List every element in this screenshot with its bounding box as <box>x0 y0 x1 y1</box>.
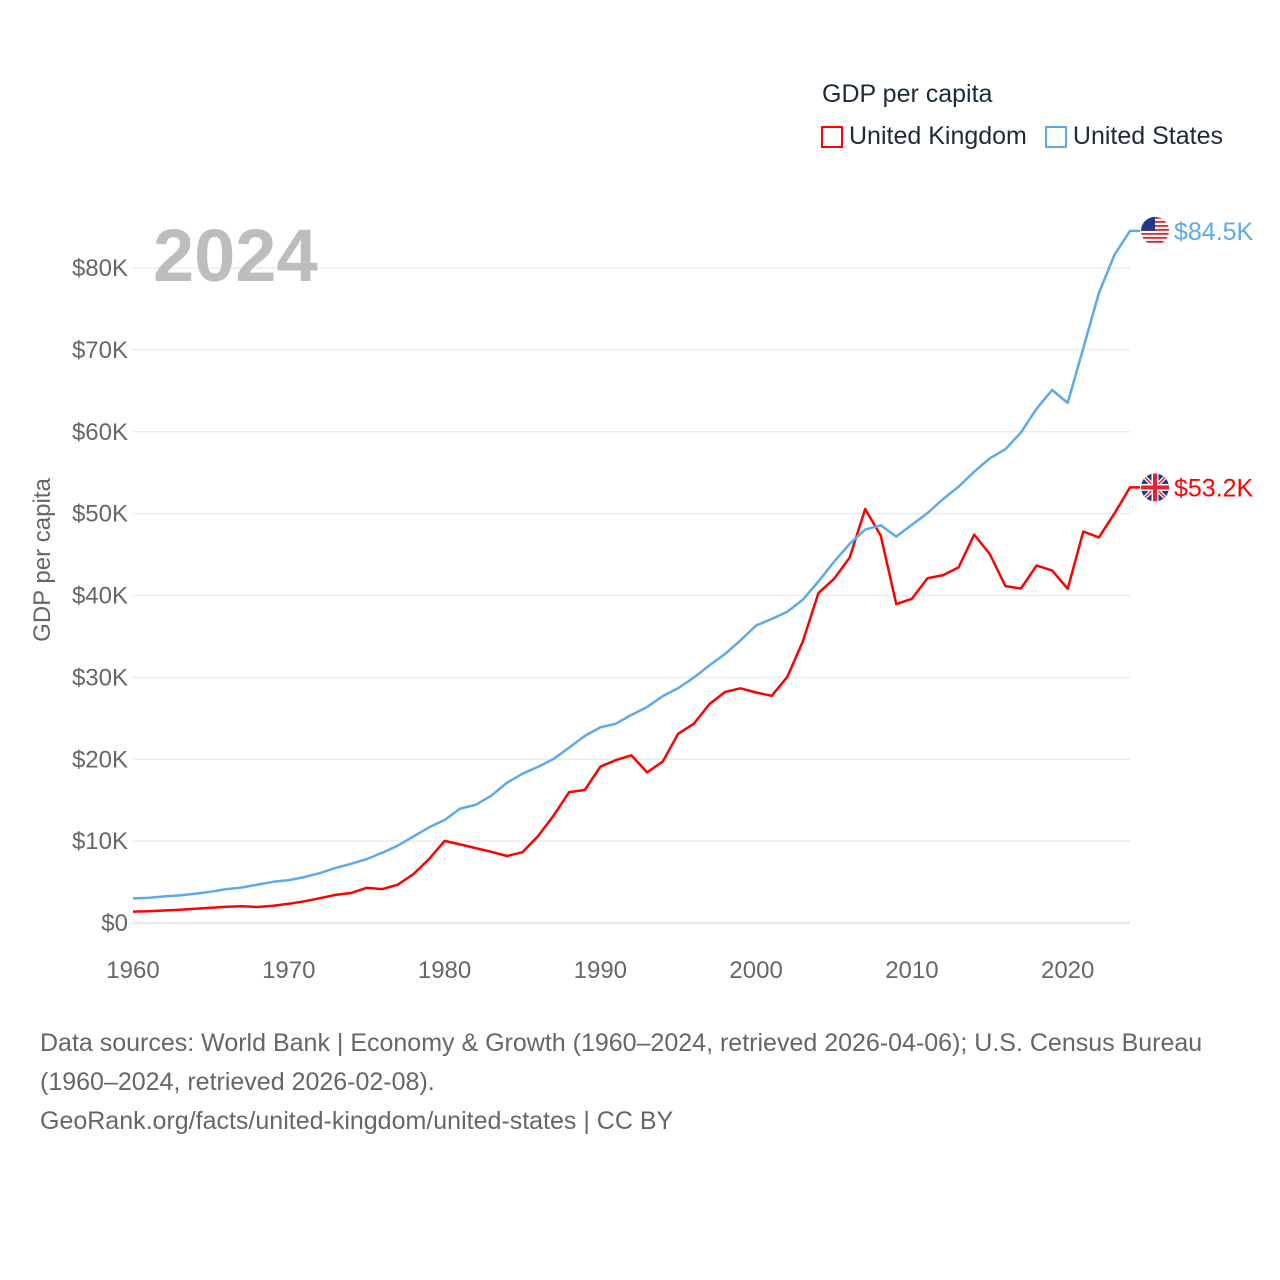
legend-title: GDP per capita <box>822 80 993 108</box>
x-tick-label: 1990 <box>574 957 627 984</box>
end-value-label: $84.5K <box>1174 218 1254 246</box>
y-tick-label: $50K <box>72 501 128 528</box>
y-tick-label: $20K <box>72 746 128 773</box>
y-tick-label: $0 <box>101 910 128 937</box>
y-axis-title: GDP per capita <box>29 478 56 642</box>
uk-flag-icon <box>1141 473 1169 502</box>
y-tick-label: $60K <box>72 419 128 446</box>
line-chart: $0 $10K $20K $30K $40K $50K $60K $70K $80K 1960 1… <box>29 214 1254 984</box>
series-line-united-kingdom <box>132 486 1140 913</box>
x-tick-label: 2010 <box>885 957 938 984</box>
y-tick-label: $30K <box>72 664 128 691</box>
us-flag-icon <box>1141 216 1169 245</box>
legend-item-united-kingdom[interactable]: United Kingdom <box>821 122 1027 151</box>
y-tick-label: $10K <box>72 828 128 855</box>
attribution: GeoRank.org/facts/united-kingdom/united-… <box>40 1107 674 1135</box>
x-tick-label: 1970 <box>262 957 315 984</box>
legend-swatch-us <box>1044 125 1067 148</box>
end-value-label: $53.2K <box>1174 474 1254 502</box>
legend-item-united-states[interactable]: United States <box>1044 122 1223 151</box>
legend-label: United States <box>1072 122 1223 150</box>
series-line-united-states <box>132 229 1140 900</box>
legend-label: United Kingdom <box>849 122 1027 150</box>
x-tick-label: 1980 <box>418 957 471 984</box>
footer: Data sources: World Bank | Economy & Gro… <box>40 1024 1240 1141</box>
x-tick-label: 2020 <box>1041 957 1094 984</box>
legend-swatch-uk <box>821 125 843 148</box>
x-tick-label: 2000 <box>729 957 782 984</box>
y-tick-label: $70K <box>72 337 128 364</box>
legend: United Kingdom United States <box>821 122 1223 151</box>
data-sources: Data sources: World Bank | Economy & Gro… <box>40 1029 1203 1096</box>
y-tick-label: $40K <box>72 583 128 610</box>
y-tick-label: $80K <box>72 255 128 282</box>
year-label: 2024 <box>153 214 318 297</box>
x-tick-label: 1960 <box>106 957 159 984</box>
